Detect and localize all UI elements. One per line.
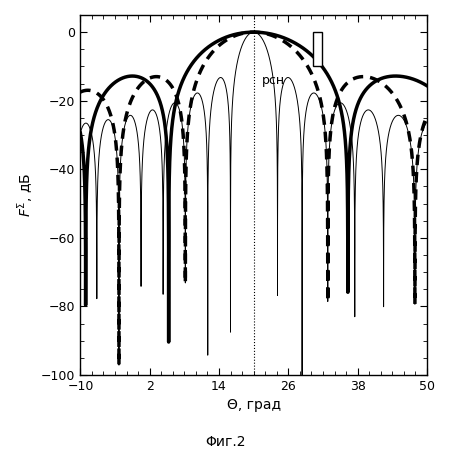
Y-axis label: $F^\Sigma$, дБ: $F^\Sigma$, дБ [15,173,36,217]
Text: рсн: рсн [262,74,285,86]
X-axis label: Θ, град: Θ, град [227,399,281,413]
Text: Φиг.2: Φиг.2 [205,435,245,449]
Bar [313,32,322,67]
